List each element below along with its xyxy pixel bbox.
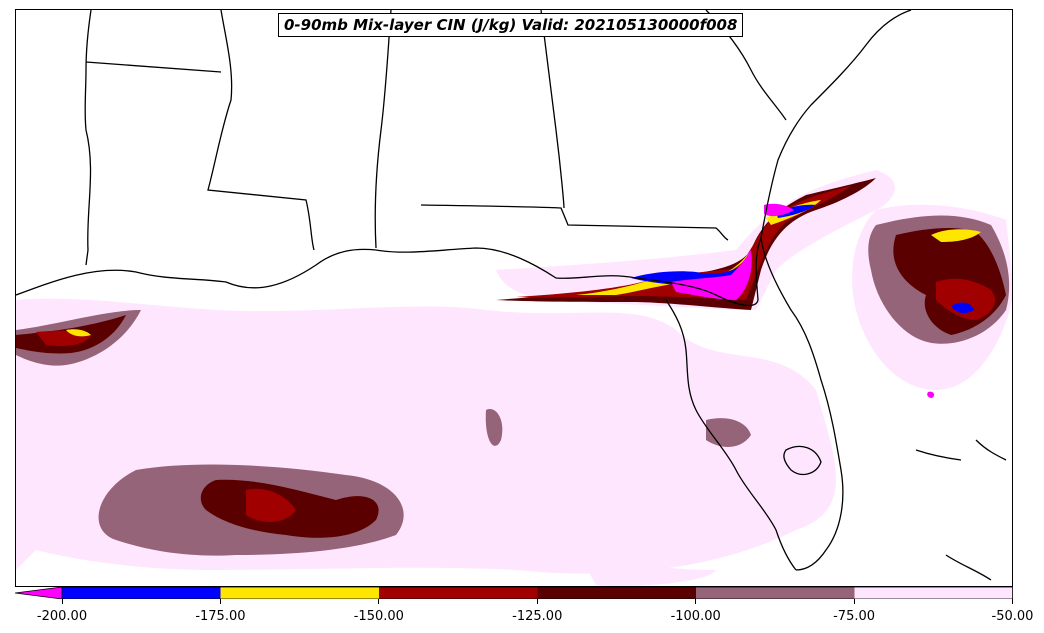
gulf-coastline bbox=[16, 237, 762, 307]
state-border-ar-la bbox=[85, 61, 222, 73]
colorbar-band-blue bbox=[62, 587, 221, 599]
colorbar-tick-mark bbox=[219, 599, 221, 604]
colorbar-tick-mark bbox=[378, 599, 380, 604]
colorbar-tick-mark bbox=[536, 599, 538, 604]
map-panel bbox=[15, 9, 1013, 587]
bahamas-islands bbox=[915, 439, 1007, 581]
colorbar-tick-mark bbox=[853, 599, 855, 604]
colorbar-tick-label: -200.00 bbox=[36, 609, 88, 624]
florida-peninsula-west bbox=[665, 299, 797, 571]
atlantic-coastline bbox=[760, 10, 912, 239]
colorbar-tick-mark bbox=[695, 599, 697, 604]
colorbar-tick-mark bbox=[61, 599, 63, 604]
state-border-al-ga bbox=[540, 10, 565, 209]
colorbar-tick-label: -50.00 bbox=[991, 609, 1034, 624]
colorbar-tick-label: -75.00 bbox=[833, 609, 876, 624]
map-title: 0-90mb Mix-layer CIN (J/kg) Valid: 20210… bbox=[278, 13, 744, 37]
colorbar-band-yellow bbox=[220, 587, 379, 599]
colorbar bbox=[15, 587, 1013, 599]
colorbar-band-light-pink bbox=[854, 587, 1013, 599]
colorbar-extend-triangle bbox=[15, 587, 63, 599]
cin-fill-magenta bbox=[671, 203, 935, 398]
cin-map bbox=[16, 10, 1012, 586]
lake-okeechobee bbox=[783, 445, 822, 476]
colorbar-band-mauve bbox=[696, 587, 855, 599]
state-border-ms-la bbox=[207, 10, 315, 251]
colorbar-tick-label: -100.00 bbox=[670, 609, 721, 624]
colorbar-band-dark-maroon bbox=[537, 587, 696, 599]
state-border-ms-al bbox=[374, 10, 392, 249]
colorbar-tick-label: -125.00 bbox=[512, 609, 563, 624]
colorbar-tick-label: -150.00 bbox=[353, 609, 404, 624]
colorbar-band-red bbox=[379, 587, 538, 599]
state-border-al-fl bbox=[420, 204, 729, 241]
florida-peninsula-east bbox=[760, 237, 844, 571]
state-border-tx-la bbox=[84, 10, 92, 266]
colorbar-tick-label: -175.00 bbox=[195, 609, 246, 624]
colorbar-tick-mark bbox=[1012, 599, 1013, 604]
